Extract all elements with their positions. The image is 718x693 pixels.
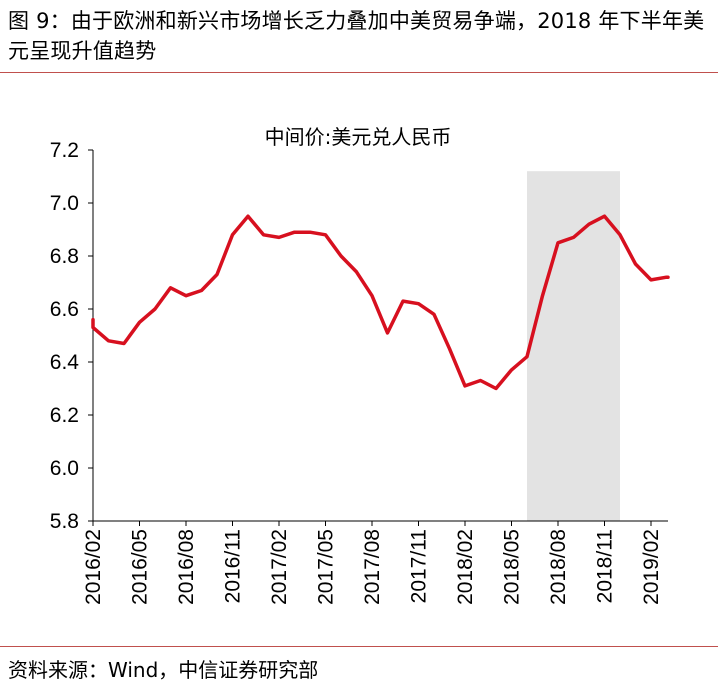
x-tick-label: 2016/08	[175, 529, 198, 605]
y-tick-label: 5.8	[50, 510, 79, 533]
y-tick-label: 6.4	[50, 351, 80, 374]
x-tick-label: 2018/02	[454, 529, 477, 605]
x-tick-label: 2017/11	[408, 529, 431, 603]
x-tick-label: 2017/05	[315, 529, 338, 605]
x-tick-label: 2018/11	[594, 529, 617, 603]
x-tick-label: 2017/08	[361, 529, 384, 605]
usd-cny-series-line	[91, 214, 670, 391]
x-tick-label: 2019/02	[640, 529, 663, 605]
y-tick-label: 6.8	[50, 245, 79, 268]
highlight-period	[527, 171, 620, 521]
source-divider	[0, 646, 718, 647]
figure-title: 图 9：由于欧洲和新兴市场增长乏力叠加中美贸易争端，2018 年下半年美元呈现升…	[8, 9, 705, 63]
y-tick-label: 6.6	[50, 298, 79, 321]
source-note: 资料来源：Wind，中信证券研究部	[8, 658, 319, 682]
x-tick-label: 2018/08	[547, 529, 570, 605]
line-chart: 中间价:美元兑人民币 5.8 6.0 6.2 6.4 6.6 6.8 7.0 7.2 2016…	[50, 125, 670, 605]
y-tick-label: 7.0	[50, 192, 79, 215]
x-tick-label: 2018/05	[501, 529, 524, 605]
y-tick-label: 6.2	[50, 404, 79, 427]
x-tick-label: 2017/02	[268, 529, 291, 605]
chart-title: 中间价:美元兑人民币	[265, 125, 452, 149]
x-tick-label: 2016/05	[129, 529, 152, 605]
x-tick-label: 2016/02	[82, 529, 105, 605]
title-divider	[0, 72, 718, 73]
y-tick-label: 7.2	[50, 139, 79, 162]
y-tick-label: 6.0	[50, 457, 79, 480]
x-tick-label: 2016/11	[222, 529, 245, 603]
